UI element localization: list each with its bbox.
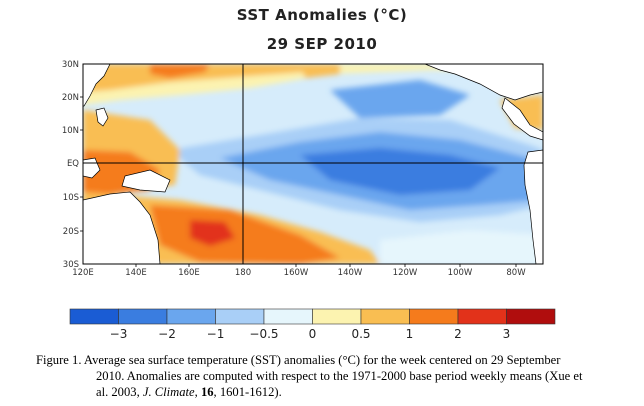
figure-caption: Figure 1. Average sea surface temperatur… — [36, 352, 636, 400]
new-guinea — [121, 169, 171, 193]
colorbar-swatch — [360, 308, 410, 325]
north-east-warm-patch — [300, 64, 340, 78]
lat-label: 20N — [62, 93, 79, 103]
lat-label: 10S — [63, 193, 79, 203]
australia — [83, 191, 161, 264]
journal-volume: 16 — [200, 385, 214, 399]
colorbar-tick-label: −0.5 — [249, 327, 278, 341]
lat-label: 10N — [62, 126, 79, 136]
map-frame — [82, 63, 544, 265]
central-america — [501, 97, 543, 141]
colorbar-tick-label: −1 — [207, 327, 225, 341]
lon-label: 120W — [393, 268, 418, 278]
caption-line-3: al. 2003, J. Climate, 16, 1601-1612). — [96, 385, 282, 399]
latitude-labels: 30N 20N 10N EQ 10S 20S 30S — [62, 60, 79, 270]
colorbar-tick-label: −3 — [110, 327, 128, 341]
lon-label: 140E — [125, 268, 147, 278]
north-pacific-warm-band-2 — [83, 64, 330, 92]
colorbar-swatch — [506, 308, 556, 325]
sst-anomaly-map: 30N 20N 10N EQ 10S 20S 30S 120E 140E 160… — [62, 60, 556, 341]
colorbar-swatch — [166, 308, 216, 325]
lon-label: 140W — [338, 268, 363, 278]
colorbar — [69, 308, 556, 325]
colorbar-tick-label: 0.5 — [351, 327, 370, 341]
north-cold-patch — [330, 80, 470, 118]
caption-line-1: Figure 1. Average sea surface temperatur… — [36, 353, 561, 367]
longitude-ticks — [135, 264, 517, 267]
colorbar-swatch — [118, 308, 168, 325]
longitude-labels: 120E 140E 160E 180 160W 140W 120W 100W 8… — [72, 268, 526, 278]
north-america — [424, 64, 543, 101]
colorbar-tick-label: 3 — [503, 327, 511, 341]
lat-label: 30N — [62, 60, 79, 70]
colorbar-tick-label: 2 — [454, 327, 462, 341]
journal-name: J. Climate — [142, 385, 195, 399]
colorbar-swatch — [409, 308, 459, 325]
latitude-ticks — [80, 96, 83, 232]
colorbar-swatch — [263, 308, 313, 325]
colorbar-swatch — [215, 308, 265, 325]
colorbar-tick-label: −2 — [158, 327, 176, 341]
lat-label: 20S — [63, 227, 79, 237]
lon-label: 80W — [506, 268, 526, 278]
colorbar-swatch — [69, 308, 119, 325]
lon-label: 160W — [284, 268, 309, 278]
lon-label: 120E — [72, 268, 94, 278]
chart-title: SST Anomalies (°C) — [236, 6, 408, 24]
south-america — [523, 149, 543, 264]
lon-label: 100W — [448, 268, 473, 278]
south-east-mild-band — [380, 230, 543, 264]
colorbar-tick-label: 1 — [406, 327, 414, 341]
colorbar-swatch — [312, 308, 362, 325]
lat-label: 30S — [63, 260, 79, 270]
caption-line-2: 2010. Anomalies are computed with respec… — [96, 369, 583, 383]
lon-label: 180 — [235, 268, 251, 278]
colorbar-tick-labels: −3 −2 −1 −0.5 0 0.5 1 2 3 — [110, 327, 511, 341]
lat-label: EQ — [67, 159, 79, 169]
colorbar-tick-label: 0 — [309, 327, 317, 341]
lon-label: 160E — [178, 268, 200, 278]
south-pacific-warm-core — [150, 205, 340, 264]
south-pacific-hot-spot — [190, 220, 235, 246]
colorbar-swatch — [457, 308, 507, 325]
chart-date: 29 SEP 2010 — [266, 35, 378, 53]
philippines — [95, 107, 109, 127]
equatorial-cold-center — [300, 148, 500, 195]
north-pacific-warm-patch — [150, 64, 210, 78]
